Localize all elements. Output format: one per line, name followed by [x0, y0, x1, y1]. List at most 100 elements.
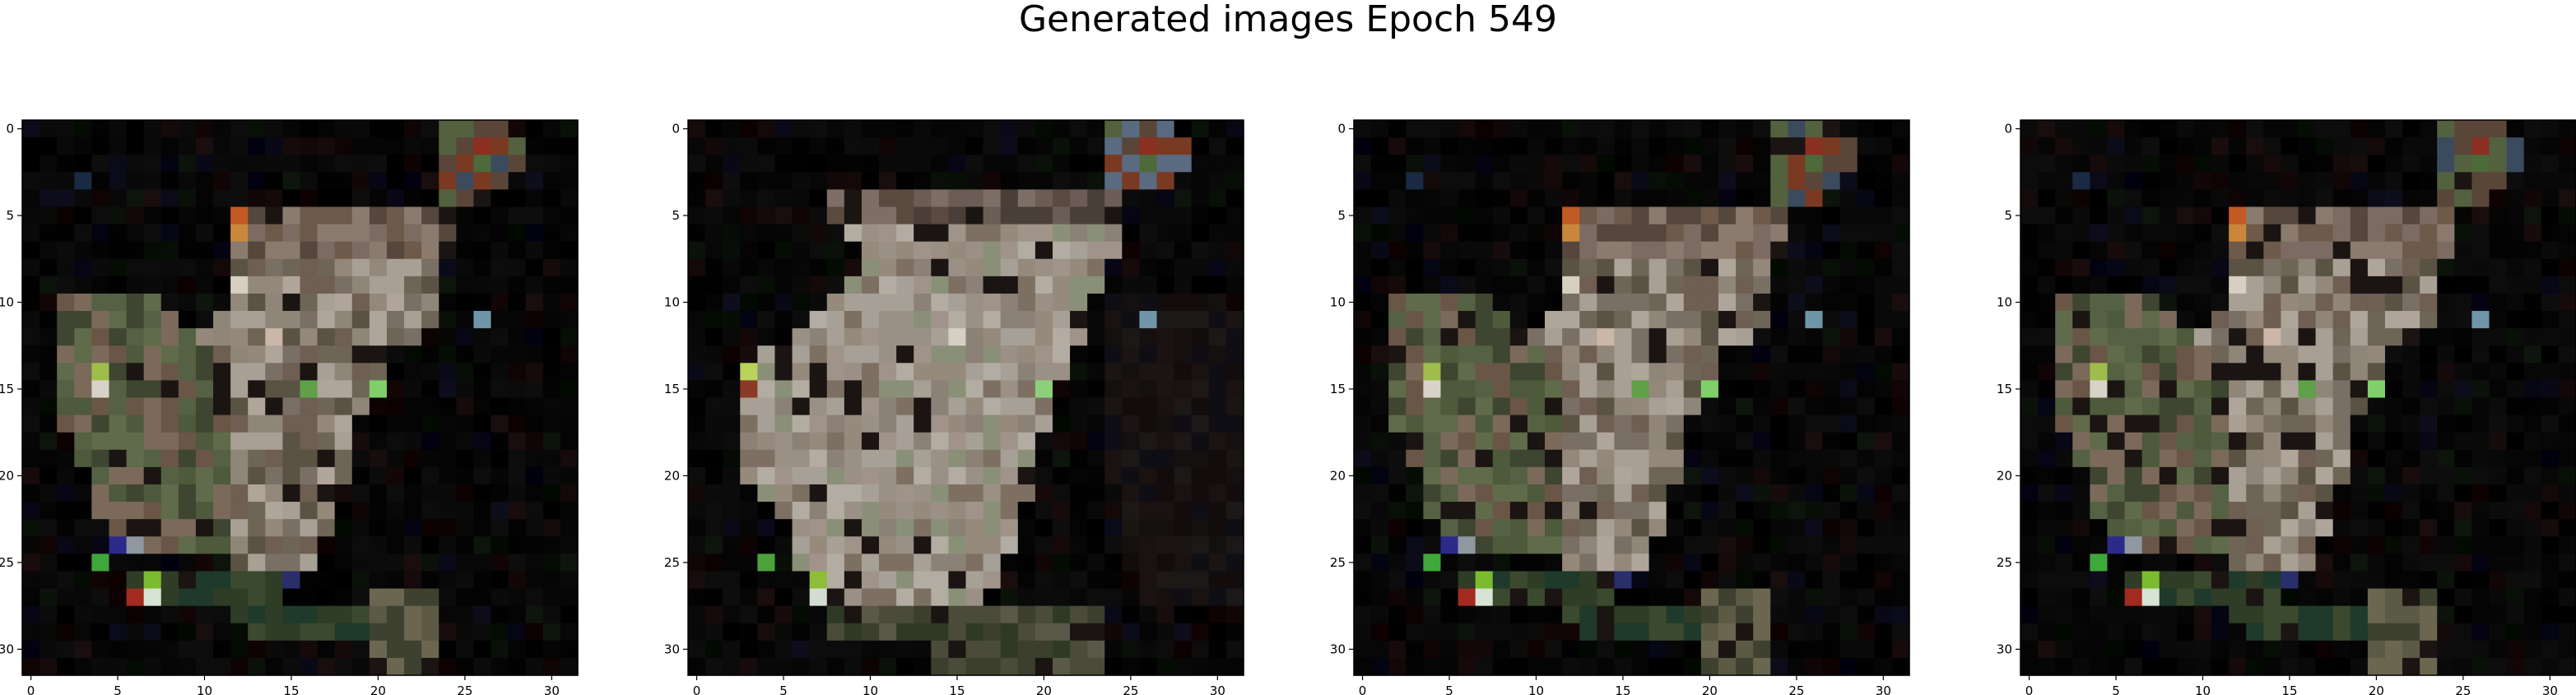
pixel — [879, 502, 897, 520]
pixel — [1492, 120, 1511, 138]
pixel — [2159, 449, 2178, 468]
pixel — [2332, 155, 2351, 173]
pixel — [1388, 588, 1407, 607]
pixel — [879, 519, 897, 537]
pixel — [91, 258, 110, 277]
pixel — [1388, 328, 1407, 346]
pixel — [456, 345, 475, 364]
pixel — [2384, 189, 2403, 208]
pixel — [334, 328, 353, 346]
pixel — [1052, 502, 1071, 520]
pixel — [351, 502, 370, 520]
pixel — [126, 172, 145, 190]
pixel — [369, 449, 388, 468]
pixel — [2489, 536, 2508, 554]
pixel — [1070, 571, 1088, 590]
pixel — [386, 120, 405, 138]
pixel — [1492, 415, 1511, 433]
pixel — [1458, 276, 1476, 294]
pixel — [265, 640, 283, 659]
pixel — [525, 241, 544, 260]
pixel — [40, 206, 58, 225]
pixel — [1666, 293, 1685, 312]
pixel — [1509, 449, 1528, 468]
y-tick-label: 10 — [664, 294, 680, 309]
pixel — [195, 449, 214, 468]
pixel — [1874, 241, 1893, 260]
pixel — [1087, 449, 1105, 468]
pixel — [2471, 502, 2490, 520]
pixel — [1631, 623, 1650, 642]
pixel — [160, 120, 179, 138]
pixel — [2384, 155, 2403, 173]
pixel — [1597, 258, 1615, 277]
pixel — [2124, 502, 2143, 520]
pixel — [213, 276, 231, 294]
pixel — [2124, 623, 2143, 642]
pixel — [2159, 466, 2178, 485]
pixel — [2315, 449, 2334, 468]
pixel — [213, 657, 231, 676]
pixel — [230, 588, 249, 607]
pixel — [317, 363, 336, 381]
pixel — [317, 328, 336, 346]
pixel — [2332, 137, 2351, 155]
pixel — [2298, 155, 2317, 173]
pixel — [2437, 623, 2455, 642]
pixel — [2471, 311, 2490, 329]
pixel — [1475, 484, 1494, 503]
pixel — [1035, 241, 1053, 260]
pixel — [2298, 519, 2317, 537]
y-tick-label: 5 — [2004, 208, 2012, 223]
pixel — [1423, 224, 1442, 243]
pixel — [1070, 588, 1088, 607]
pixel — [1666, 519, 1685, 537]
pixel — [1475, 519, 1494, 537]
pixel — [143, 623, 162, 642]
pixel — [1423, 415, 1442, 433]
pixel — [213, 155, 231, 173]
pixel — [91, 120, 110, 138]
pixel — [1614, 258, 1633, 277]
pixel — [439, 519, 457, 537]
pixel — [1770, 640, 1788, 659]
pixel — [2211, 484, 2230, 503]
pixel — [404, 189, 422, 208]
pixel — [1492, 605, 1511, 624]
pixel — [1492, 466, 1511, 485]
pixel — [2315, 189, 2334, 208]
pixel — [386, 224, 405, 243]
pixel — [491, 311, 509, 329]
pixel — [1805, 224, 1824, 243]
pixel — [126, 206, 145, 225]
pixel — [983, 276, 1002, 294]
pixel — [983, 536, 1002, 554]
pixel — [334, 276, 353, 294]
pixel — [1683, 397, 1702, 416]
pixel — [1070, 397, 1088, 416]
pixel — [213, 380, 231, 399]
pixel — [2332, 345, 2351, 364]
pixel — [560, 605, 579, 624]
pixel — [369, 120, 388, 138]
pixel — [1597, 380, 1615, 399]
pixel — [525, 605, 544, 624]
pixel — [774, 415, 793, 433]
pixel — [2072, 293, 2090, 312]
pixel — [723, 588, 741, 607]
pixel — [1770, 120, 1788, 138]
pixel — [931, 189, 949, 208]
pixel — [1509, 554, 1528, 572]
pixel — [740, 554, 758, 572]
pixel — [1857, 120, 1876, 138]
pixel — [317, 120, 336, 138]
pixel — [1087, 345, 1105, 364]
pixel — [896, 328, 914, 346]
pixel — [948, 536, 967, 554]
pixel — [1354, 224, 1372, 243]
pixel — [1631, 554, 1650, 572]
pixel — [2454, 276, 2473, 294]
pixel — [282, 120, 301, 138]
pixel — [1770, 397, 1788, 416]
pixel — [844, 172, 863, 190]
